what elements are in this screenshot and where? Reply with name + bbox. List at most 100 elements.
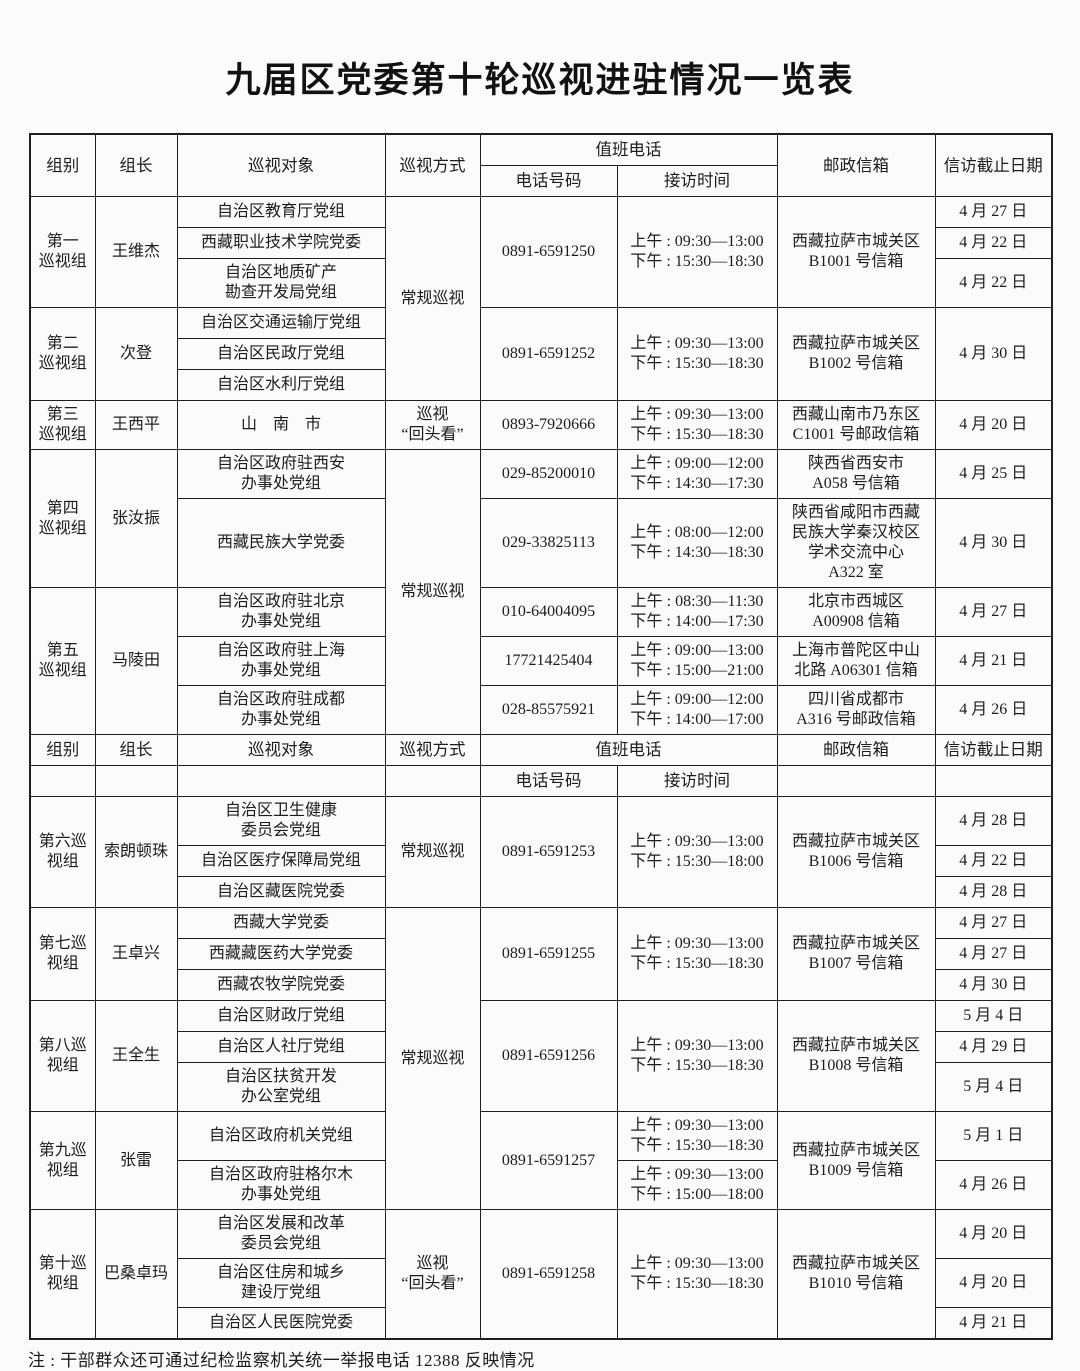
group-cell: 第六巡 视组 [29,796,96,908]
deadline-cell: 5 月 4 日 [934,1062,1053,1112]
table-row: 第五 巡视组 马陵田 自治区政府驻北京 办事处党组 010-64004095 上午 : … [29,587,1053,735]
page-title: 九届区党委第十轮巡视进驻情况一览表 [225,61,855,100]
deadline-cell: 4 月 20 日 [934,1258,1053,1308]
header-target: 巡视对象 [176,133,386,197]
header-method: 巡视方式 [384,133,481,197]
table-row: 自治区医疗保障局党组 4 月 22 日 [30,845,1053,877]
mailbox-cell: 北京市西城区 A00908 信箱 [776,587,936,637]
method-cell: 巡视 “回头看” [384,1209,481,1340]
header-deadline: 信访截止日期 [934,133,1053,197]
target-cell: 自治区住房和城乡 建设厅党组 [176,1258,386,1308]
header-deadline: 信访截止日期 [934,734,1053,766]
deadline-cell: 4 月 26 日 [934,1160,1053,1210]
phone-cell: 0891-6591253 [479,796,618,908]
table-row: 西藏藏医药大学党委 4 月 27 日 [30,938,1053,970]
header-method: 巡视方式 [384,734,481,766]
phone-cell: 0891-6591256 [479,1000,618,1112]
leader-cell: 索朗顿珠 [94,796,178,908]
header-target: 巡视对象 [176,734,386,766]
mailbox-cell: 西藏山南市乃东区 C1001 号邮政信箱 [776,400,936,450]
leader-cell: 张雷 [94,1111,178,1210]
time-cell: 上午 : 09:00—12:00 下午 : 14:30—17:30 [616,449,778,499]
group-cell: 第二 巡视组 [29,307,96,401]
deadline-cell: 4 月 25 日 [934,449,1053,499]
table-row: 第六巡 视组 索朗顿珠 自治区卫生健康 委员会党组 常规巡视 0891-6591253 上… [29,796,1053,908]
table-row: 自治区政府驻成都 办事处党组 028-85575921 上午 : 09:00—12:… [30,685,1053,735]
target-cell: 自治区教育厅党组 [176,196,386,228]
phone-cell: 0891-6591252 [479,307,618,401]
method-cell: 巡视 “回头看” [384,400,481,450]
deadline-cell: 4 月 27 日 [934,196,1053,228]
target-cell: 自治区政府驻上海 办事处党组 [176,636,386,686]
phone-cell: 0891-6591258 [479,1209,618,1340]
deadline-cell: 4 月 21 日 [934,636,1053,686]
header-row: 电话号码 接访时间 [29,765,1053,797]
empty-cell [176,765,386,797]
deadline-cell: 4 月 21 日 [934,1307,1053,1340]
target-cell: 自治区民政厅党组 [176,338,386,370]
empty-cell [934,765,1053,797]
leader-cell: 次登 [94,307,178,401]
time-cell: 上午 : 09:00—12:00 下午 : 14:00—17:00 [616,685,778,735]
header-group: 组别 [29,734,96,766]
time-cell: 上午 : 09:30—13:00 下午 : 15:30—18:30 [616,196,778,308]
phone-cell: 17721425404 [479,636,618,686]
group-cell: 第一 巡视组 [29,196,96,308]
time-cell: 上午 : 09:30—13:00 下午 : 15:30—18:30 [616,1000,778,1112]
mailbox-cell: 西藏拉萨市城关区 B1002 号信箱 [776,307,936,401]
time-cell: 上午 : 09:30—13:00 下午 : 15:30—18:00 [616,796,778,908]
header-group: 组别 [29,133,96,197]
target-cell: 自治区人民医院党委 [176,1307,386,1340]
target-cell: 自治区政府机关党组 [176,1111,386,1161]
leader-cell: 张汝振 [94,449,178,588]
header-time: 接访时间 [616,165,778,197]
mailbox-cell: 西藏拉萨市城关区 B1006 号信箱 [776,796,936,908]
deadline-cell: 4 月 22 日 [934,845,1053,877]
table-row: 第二 巡视组 次登 自治区交通运输厅党组 0891-6591252 上午 : 09:30… [29,307,1053,401]
phone-cell: 028-85575921 [479,685,618,735]
header-leader: 组长 [94,734,178,766]
header-row: 组别 组长 巡视对象 巡视方式 值班电话 邮政信箱 信访截止日期 [29,133,1053,197]
target-cell: 自治区交通运输厅党组 [176,307,386,339]
table-row: 自治区地质矿产 勘查开发局党组 4 月 22 日 [30,258,1053,308]
group-cell: 第五 巡视组 [29,587,96,735]
phone-cell: 029-33825113 [479,498,618,588]
table-row: 第三 巡视组 王西平山 南 市巡视 “回头看” 0893-7920666 上午 : 0… [29,400,1053,450]
target-cell: 西藏大学党委 [176,907,386,939]
table-row: 自治区扶贫开发 办公室党组 5 月 4 日 [30,1062,1053,1112]
header-mailbox: 邮政信箱 [776,734,936,766]
mailbox-cell: 西藏拉萨市城关区 B1010 号信箱 [776,1209,936,1340]
phone-cell: 0893-7920666 [479,400,618,450]
target-cell: 自治区医疗保障局党组 [176,845,386,877]
deadline-cell: 4 月 27 日 [934,907,1053,939]
leader-cell: 马陵田 [94,587,178,735]
table-row: 西藏农牧学院党委 4 月 30 日 [30,969,1053,1001]
empty-cell [384,765,481,797]
table-row: 第七巡 视组 王卓兴 西藏大学党委 常规巡视 0891-6591255 上午 : 09:3… [29,907,1053,1210]
table-row: 第九巡 视组 张雷 自治区政府机关党组 0891-6591257 上午 : 09:30—… [29,1111,1053,1210]
deadline-cell: 4 月 22 日 [934,227,1053,259]
target-cell: 自治区财政厅党组 [176,1000,386,1032]
table-row: 自治区住房和城乡 建设厅党组 4 月 20 日 [30,1258,1053,1308]
time-cell: 上午 : 09:30—13:00 下午 : 15:00—18:00 [616,1160,778,1210]
deadline-cell: 5 月 1 日 [934,1111,1053,1161]
deadline-cell: 4 月 28 日 [934,796,1053,846]
mailbox-cell: 陕西省咸阳市西藏 民族大学秦汉校区 学术交流中心 A322 室 [776,498,936,588]
time-cell: 上午 : 08:00—12:00 下午 : 14:30—18:30 [616,498,778,588]
phone-cell: 0891-6591257 [479,1111,618,1210]
mailbox-cell: 陕西省西安市 A058 号信箱 [776,449,936,499]
method-cell: 常规巡视 [384,796,481,908]
footnote: 注 : 干部群众还可通过纪检监察机关统一举报电话 12388 反映情况 [28,1351,535,1370]
header-duty-phone: 值班电话 [479,734,778,766]
empty-cell [94,765,178,797]
phone-cell: 029-85200010 [479,449,618,499]
time-cell: 上午 : 09:00—13:00 下午 : 15:00—21:00 [616,636,778,686]
group-cell: 第八巡 视组 [29,1000,96,1112]
table-row: 西藏职业技术学院党委 4 月 22 日 [30,227,1053,259]
method-cell: 常规巡视 [384,449,481,735]
time-cell: 上午 : 09:30—13:00 下午 : 15:30—18:30 [616,307,778,401]
deadline-cell: 4 月 20 日 [934,1209,1053,1259]
target-cell: 自治区水利厅党组 [176,369,386,401]
target-cell: 自治区人社厅党组 [176,1031,386,1063]
header-row: 电话号码 接访时间 [30,165,1052,197]
